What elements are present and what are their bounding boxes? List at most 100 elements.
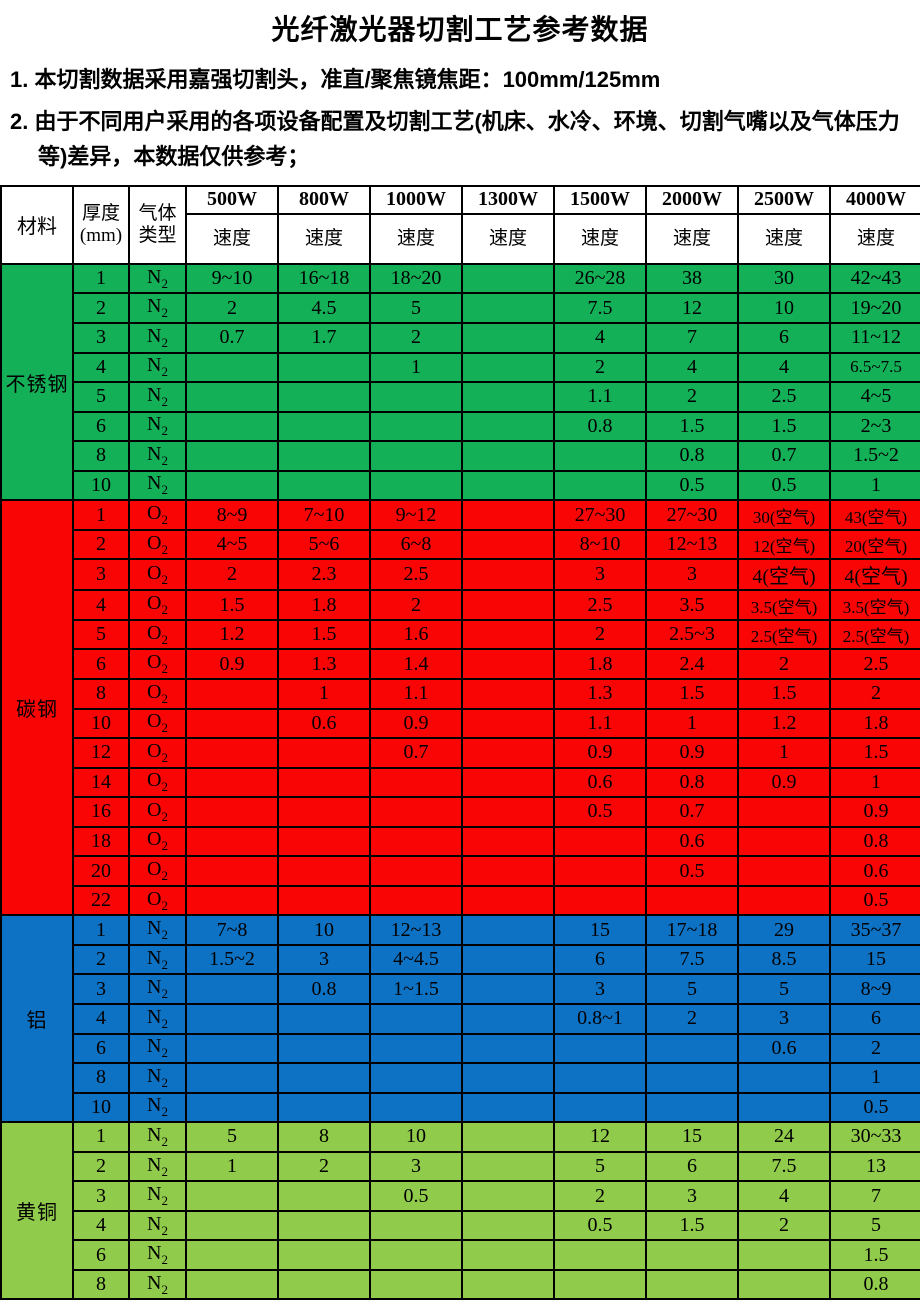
speed-cell: 16~18 [277,262,371,295]
speed-cell: 20(空气) [829,528,920,561]
speed-cell: 1.7 [277,321,371,354]
speed-cell: 1.4 [369,648,463,680]
speed-cell [369,1003,463,1035]
speed-cell: 12 [553,1121,647,1153]
power-header-2500w: 2500W [737,184,831,215]
speed-cell [461,321,555,354]
gas-cell: O2 [128,796,187,828]
speed-cell: 2 [185,292,279,324]
speed-cell: 18~20 [369,262,463,295]
speed-cell [645,1091,739,1124]
table-row: 20 O2 0.5 0.6 [1,855,920,887]
speed-cell: 27~30 [645,499,739,531]
speed-cell: 3.5 [645,589,739,621]
speed-cell [369,381,463,413]
thickness-cell: 4 [72,1209,130,1242]
speed-cell: 7.5 [737,1150,831,1183]
speed-cell: 30(空气) [737,499,831,531]
speed-cell [461,381,555,413]
speed-cell [369,825,463,858]
speed-cell [461,410,555,443]
speed-cell: 5 [737,973,831,1005]
table-row: 5 O2 1.2 1.5 1.6 2 2.5~3 2.5(空气) 2.5(空气) [1,618,920,651]
speed-cell [277,796,371,828]
speed-cell [461,469,555,502]
speed-cell [185,351,279,384]
speed-cell [185,469,279,502]
gas-cell: N2 [128,262,187,295]
table-row: 8 N2 0.8 [1,1268,920,1300]
speed-cell: 1~1.5 [369,973,463,1005]
speed-label: 速度 [488,228,527,249]
speed-cell: 0.8 [645,766,739,799]
table-row: 铝 1 N2 7~8 10 12~13 15 17~18 29 35~37 [0,914,920,1124]
speed-cell: 3.5(空气) [737,589,831,621]
speed-cell: 1 [829,469,920,502]
speed-cell: 0.5 [553,796,647,828]
speed-cell: 2.5 [829,648,920,680]
speed-cell: 1.8 [829,707,920,740]
speed-cell: 7~10 [277,499,371,531]
speed-cell: 0.8 [645,440,739,472]
speed-cell: 2.5~3 [645,618,739,651]
speed-cell: 0.8 [277,973,371,1005]
speed-cell: 1.8 [277,589,371,621]
speed-cell: 1.8 [553,648,647,680]
table-row: 3 N2 0.5 2 3 4 7 [1,1180,920,1212]
speed-cell: 1.5 [829,737,920,769]
speed-cell [553,469,647,502]
speed-cell: 8.5 [737,943,831,976]
table-row: 10 O2 0.6 0.9 1.1 1 1.2 1.8 [1,707,920,740]
speed-cell: 1 [829,766,920,799]
speed-cell [185,707,279,740]
thickness-cell: 16 [72,796,130,828]
speed-cell: 2 [737,648,831,680]
gas-cell: O2 [128,884,187,917]
speed-cell: 3 [277,943,371,976]
speed-unit-header: 速度（m/min) [369,212,463,265]
speed-cell: 0.9 [829,796,920,828]
speed-cell: 1.1 [553,707,647,740]
speed-cell: 1.6 [369,618,463,651]
thickness-cell: 6 [72,1239,130,1271]
speed-cell [553,855,647,887]
speed-cell [737,1268,831,1300]
speed-cell [277,1268,371,1300]
speed-cell [461,943,555,976]
speed-cell [461,855,555,887]
speed-cell [645,1268,739,1300]
table-row: 5 N2 1.1 2 2.5 4~5 [1,381,920,413]
speed-unit-header: 速度（m/min) [737,212,831,265]
speed-cell: 11~12 [829,321,920,354]
speed-cell [277,351,371,384]
speed-cell: 4(空气) [737,558,831,592]
speed-cell: 2 [369,589,463,621]
gas-cell: O2 [128,528,187,561]
speed-cell [369,1062,463,1094]
speed-cell [553,825,647,858]
speed-cell: 29 [737,914,831,946]
speed-cell: 5 [829,1209,920,1242]
speed-cell: 35~37 [829,914,920,946]
speed-cell: 6 [553,943,647,976]
thickness-cell: 22 [72,884,130,917]
speed-cell [185,973,279,1005]
speed-cell: 0.5 [369,1180,463,1212]
speed-cell: 2.5 [369,558,463,592]
speed-cell [369,796,463,828]
thickness-cell: 2 [72,943,130,976]
speed-cell [185,1091,279,1124]
speed-cell: 1.3 [553,677,647,710]
speed-cell [277,1032,371,1065]
thickness-cell: 1 [72,914,130,946]
speed-cell: 4.5 [277,292,371,324]
table-row: 3 N2 0.7 1.7 2 4 7 6 11~12 [1,321,920,354]
gas-cell: N2 [128,1062,187,1094]
speed-cell: 2 [645,1003,739,1035]
gas-cell: N2 [128,1150,187,1183]
speed-cell [277,855,371,887]
speed-cell: 1.5 [737,677,831,710]
speed-cell [461,499,555,531]
speed-cell [645,884,739,917]
